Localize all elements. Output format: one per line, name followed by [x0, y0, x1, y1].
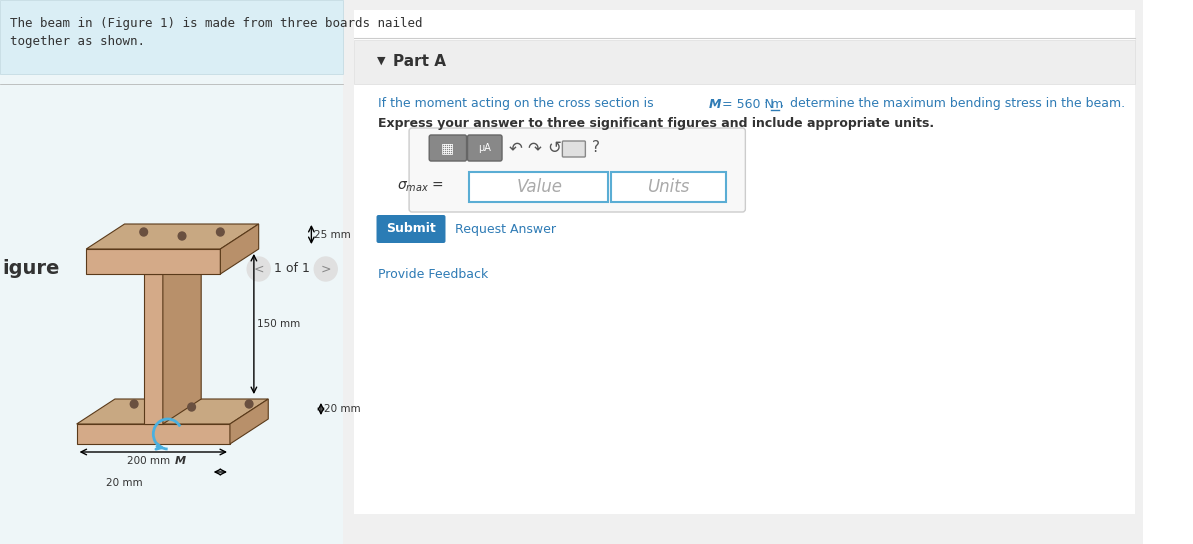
Text: 150 mm: 150 mm	[256, 319, 299, 329]
Polygon shape	[76, 424, 230, 444]
Circle shape	[187, 403, 196, 411]
FancyBboxPatch shape	[468, 135, 502, 161]
Text: 200 mm: 200 mm	[126, 456, 171, 466]
Polygon shape	[230, 399, 268, 444]
Text: ,: ,	[780, 97, 784, 110]
Text: If the moment acting on the cross section is: If the moment acting on the cross sectio…	[378, 97, 659, 110]
Polygon shape	[143, 274, 163, 424]
Text: ·: ·	[764, 97, 767, 110]
Circle shape	[247, 257, 270, 281]
FancyBboxPatch shape	[562, 141, 586, 157]
Text: = 560 N: = 560 N	[717, 97, 773, 110]
Text: Units: Units	[648, 178, 690, 196]
FancyBboxPatch shape	[469, 172, 608, 202]
FancyBboxPatch shape	[354, 10, 1136, 514]
Text: Part A: Part A	[392, 53, 446, 69]
Polygon shape	[76, 399, 268, 424]
Text: Submit: Submit	[387, 222, 435, 236]
Circle shape	[216, 228, 224, 236]
FancyBboxPatch shape	[429, 135, 466, 161]
Text: m: m	[771, 97, 784, 110]
Text: M: M	[174, 456, 185, 466]
Text: The beam in (Figure 1) is made from three boards nailed
together as shown.: The beam in (Figure 1) is made from thre…	[10, 17, 422, 48]
FancyBboxPatch shape	[0, 0, 342, 74]
Circle shape	[314, 257, 338, 281]
Text: 20 mm: 20 mm	[106, 478, 143, 488]
Polygon shape	[163, 249, 202, 424]
Text: Value: Value	[517, 178, 562, 196]
FancyBboxPatch shape	[409, 128, 746, 212]
Polygon shape	[143, 249, 202, 274]
Circle shape	[130, 400, 138, 408]
FancyBboxPatch shape	[611, 172, 727, 202]
Circle shape	[246, 400, 253, 408]
Text: ↶: ↶	[508, 139, 523, 157]
Text: determine the maximum bending stress in the beam.: determine the maximum bending stress in …	[786, 97, 1125, 110]
Text: 20 mm: 20 mm	[323, 404, 360, 414]
Text: ↷: ↷	[527, 139, 542, 157]
Polygon shape	[86, 249, 221, 274]
FancyBboxPatch shape	[342, 0, 1143, 544]
Text: 25 mm: 25 mm	[314, 230, 351, 240]
Text: μA: μA	[478, 143, 492, 153]
Text: <: <	[253, 263, 264, 275]
FancyBboxPatch shape	[377, 215, 445, 243]
Text: M: M	[709, 97, 722, 110]
Text: Provide Feedback: Provide Feedback	[378, 268, 489, 281]
Circle shape	[178, 232, 186, 240]
Text: ?: ?	[592, 140, 600, 156]
Text: ▦: ▦	[441, 141, 455, 155]
FancyBboxPatch shape	[0, 0, 342, 544]
Text: 1 of 1: 1 of 1	[274, 263, 310, 275]
Polygon shape	[86, 224, 259, 249]
Text: Request Answer: Request Answer	[455, 222, 556, 236]
FancyBboxPatch shape	[354, 86, 1136, 514]
Circle shape	[140, 228, 148, 236]
Text: igure: igure	[2, 259, 60, 279]
Text: >: >	[321, 263, 330, 275]
Polygon shape	[221, 224, 259, 274]
Text: Express your answer to three significant figures and include appropriate units.: Express your answer to three significant…	[378, 118, 934, 131]
Text: ▼: ▼	[377, 56, 385, 66]
Text: $\sigma_{max}$ =: $\sigma_{max}$ =	[397, 180, 444, 194]
FancyBboxPatch shape	[354, 40, 1136, 84]
Text: ↺: ↺	[546, 139, 561, 157]
